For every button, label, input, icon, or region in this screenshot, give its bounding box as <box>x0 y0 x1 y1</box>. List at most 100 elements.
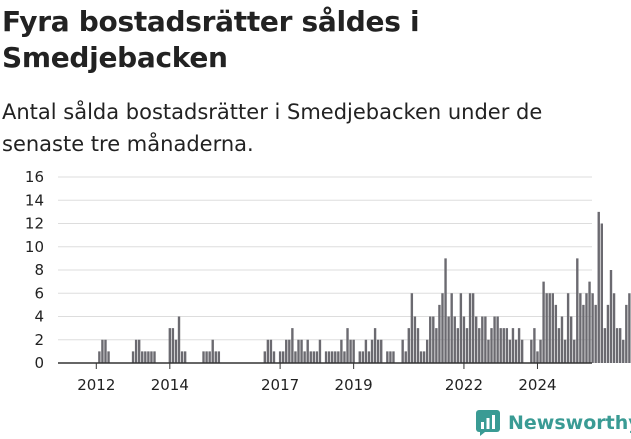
bar <box>453 316 456 363</box>
bar <box>294 351 297 363</box>
y-tick-label: 14 <box>25 191 44 209</box>
bar <box>487 339 490 363</box>
bar <box>358 351 361 363</box>
bar <box>474 316 478 363</box>
bar <box>352 339 355 363</box>
bar <box>471 293 475 363</box>
x-tick-label: 2014 <box>151 376 189 394</box>
bar <box>481 316 484 363</box>
bar <box>603 328 607 363</box>
bar <box>536 351 539 363</box>
bar <box>566 293 570 363</box>
bar <box>386 351 389 363</box>
bar <box>514 339 518 363</box>
bar <box>389 351 392 363</box>
bar <box>456 328 460 363</box>
bar <box>573 339 576 363</box>
bar <box>343 351 346 363</box>
bar <box>493 316 496 363</box>
bar <box>171 328 175 363</box>
x-tick-label: 2022 <box>445 376 483 394</box>
bar <box>416 328 420 363</box>
bar <box>505 328 509 363</box>
bar <box>404 351 407 363</box>
bar <box>327 351 331 363</box>
bar <box>600 223 603 363</box>
bar <box>401 339 404 363</box>
bar <box>306 339 309 363</box>
bar <box>346 328 349 363</box>
bar <box>609 270 613 363</box>
bar <box>554 304 558 363</box>
bar <box>315 351 319 363</box>
bar <box>370 339 374 363</box>
bar <box>425 339 429 363</box>
bar <box>622 339 625 363</box>
newsworthy-logo-icon <box>476 410 500 436</box>
bar <box>545 293 548 363</box>
bar <box>373 328 377 363</box>
bar <box>588 281 591 363</box>
bar <box>508 339 512 363</box>
bar <box>468 293 472 363</box>
bar <box>334 351 337 363</box>
bar <box>484 316 487 363</box>
bar <box>542 281 545 363</box>
bar <box>582 304 585 363</box>
bar <box>331 351 334 363</box>
bar <box>364 339 368 363</box>
bar <box>266 339 270 363</box>
bar <box>153 351 156 363</box>
bar <box>380 339 383 363</box>
bar <box>285 339 288 363</box>
bar <box>606 304 610 363</box>
bar <box>625 304 628 363</box>
bar <box>438 304 441 363</box>
bar <box>144 351 147 363</box>
bar <box>214 351 217 363</box>
bar <box>202 351 205 363</box>
bar <box>361 351 365 363</box>
brand-name: Newsworthy <box>508 412 631 434</box>
bar <box>217 351 221 363</box>
y-tick-label: 16 <box>25 168 44 186</box>
bar <box>211 339 214 363</box>
x-tick-label: 2019 <box>335 376 373 394</box>
bar <box>502 328 505 363</box>
bar <box>134 339 138 363</box>
bar <box>569 316 573 363</box>
bar <box>530 339 533 363</box>
bar <box>465 328 469 363</box>
bar <box>585 293 588 363</box>
bar <box>557 328 561 363</box>
bar <box>441 293 444 363</box>
bar <box>520 339 524 363</box>
bar <box>560 316 564 363</box>
bar <box>419 351 423 363</box>
x-tick-label: 2017 <box>261 376 299 394</box>
bar <box>462 316 466 363</box>
y-tick-label: 10 <box>25 238 44 256</box>
x-tick-label: 2024 <box>518 376 556 394</box>
bar <box>517 328 521 363</box>
bar <box>318 339 322 363</box>
bar <box>612 293 616 363</box>
x-tick-label: 2012 <box>77 376 115 394</box>
bar <box>263 351 266 363</box>
bar <box>429 316 432 363</box>
bar <box>579 293 582 363</box>
bar <box>432 316 435 363</box>
bar <box>104 339 107 363</box>
bar <box>174 339 178 363</box>
bar <box>499 328 502 363</box>
bar <box>539 339 542 363</box>
bar <box>376 339 380 363</box>
newsworthy-logo: Newsworthy <box>476 408 631 438</box>
bar <box>177 316 181 363</box>
bar <box>340 339 343 363</box>
bar <box>269 339 273 363</box>
y-tick-label: 8 <box>34 261 44 279</box>
bar <box>98 351 101 363</box>
bar <box>183 351 187 363</box>
bar <box>137 339 141 363</box>
